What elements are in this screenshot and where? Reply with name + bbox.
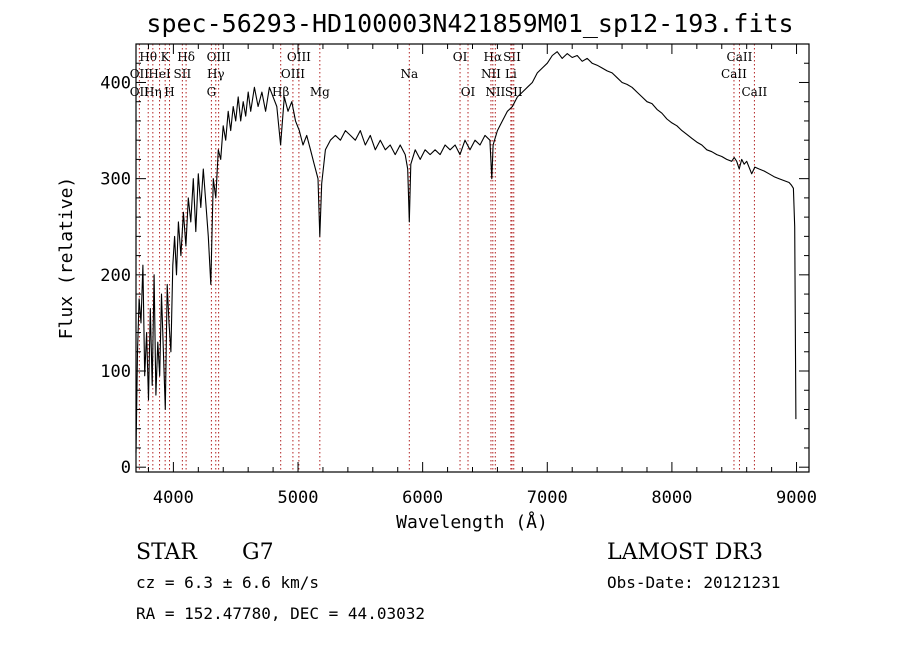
redshift-readout: cz = 6.3 ± 6.6 km/s xyxy=(136,573,319,592)
line-marker-label-6: H xyxy=(164,85,174,99)
plot-frame xyxy=(135,43,810,473)
y-tick-label-2: 200 xyxy=(100,266,131,286)
observation-date: Obs-Date: 20121231 xyxy=(607,573,780,592)
line-marker-label-8: SII xyxy=(174,67,192,81)
chart-title: spec-56293-HD100003N421859M01_sp12-193.f… xyxy=(146,9,793,38)
x-tick-label-4: 8000 xyxy=(651,488,692,508)
x-tick-label-0: 4000 xyxy=(153,488,194,508)
line-marker-label-7: Hδ xyxy=(177,50,195,64)
line-marker-label-9: OIII xyxy=(207,50,231,64)
line-marker-label-23: NII xyxy=(485,85,505,99)
line-marker-label-15: Mg xyxy=(310,85,330,99)
object-subclass: G7 xyxy=(242,540,274,565)
y-tick-label-1: 100 xyxy=(100,362,131,382)
line-marker-label-3: Hη xyxy=(144,85,162,99)
line-marker-label-27: CaII xyxy=(741,85,767,99)
line-marker-label-10: Hγ xyxy=(207,67,225,81)
line-marker-label-2: OII xyxy=(130,85,150,99)
line-marker-label-14: Hβ xyxy=(272,85,289,99)
line-marker-label-12: OIII xyxy=(287,50,311,64)
line-marker-label-22: Li xyxy=(505,67,517,81)
line-marker-label-25: CaII xyxy=(727,50,753,64)
line-marker-label-18: OI xyxy=(461,85,476,99)
line-marker-label-16: Na xyxy=(400,67,418,81)
line-marker-label-5: HeI xyxy=(148,67,171,81)
line-marker-label-4: K xyxy=(161,50,171,64)
line-marker-label-17: OI xyxy=(453,50,468,64)
line-marker-label-0: Hθ xyxy=(139,50,157,64)
axis-ticks: 4000 5000 6000 7000 8000 9000 0 100 200 300 400 xyxy=(100,44,817,508)
x-tick-label-1: 5000 xyxy=(278,488,319,508)
line-marker-label-24: SII xyxy=(505,85,523,99)
y-tick-label-0: 0 xyxy=(121,458,131,478)
line-marker-label-26: CaII xyxy=(721,67,747,81)
y-axis-label: Flux (relative) xyxy=(56,177,77,340)
x-tick-label-2: 6000 xyxy=(402,488,443,508)
line-marker-label-21: NII xyxy=(481,67,501,81)
line-marker-label-13: OIII xyxy=(281,67,305,81)
y-tick-label-4: 400 xyxy=(100,73,131,93)
series-group xyxy=(135,51,797,453)
line-marker-label-11: G xyxy=(207,85,217,99)
y-tick-label-3: 300 xyxy=(100,170,131,190)
object-class: STAR xyxy=(136,540,198,565)
line-marker-label-20: SII xyxy=(503,50,521,64)
line-marker-label-1: OII xyxy=(130,67,150,81)
x-tick-label-3: 7000 xyxy=(527,488,568,508)
spectrum-line-0 xyxy=(135,51,797,453)
x-axis-label: Wavelength (Å) xyxy=(396,511,548,533)
line-marker-label-19: Hα xyxy=(484,50,503,64)
coordinates-readout: RA = 152.47780, DEC = 44.03032 xyxy=(136,604,425,623)
survey-name: LAMOST DR3 xyxy=(607,540,763,565)
x-tick-label-5: 9000 xyxy=(776,488,817,508)
